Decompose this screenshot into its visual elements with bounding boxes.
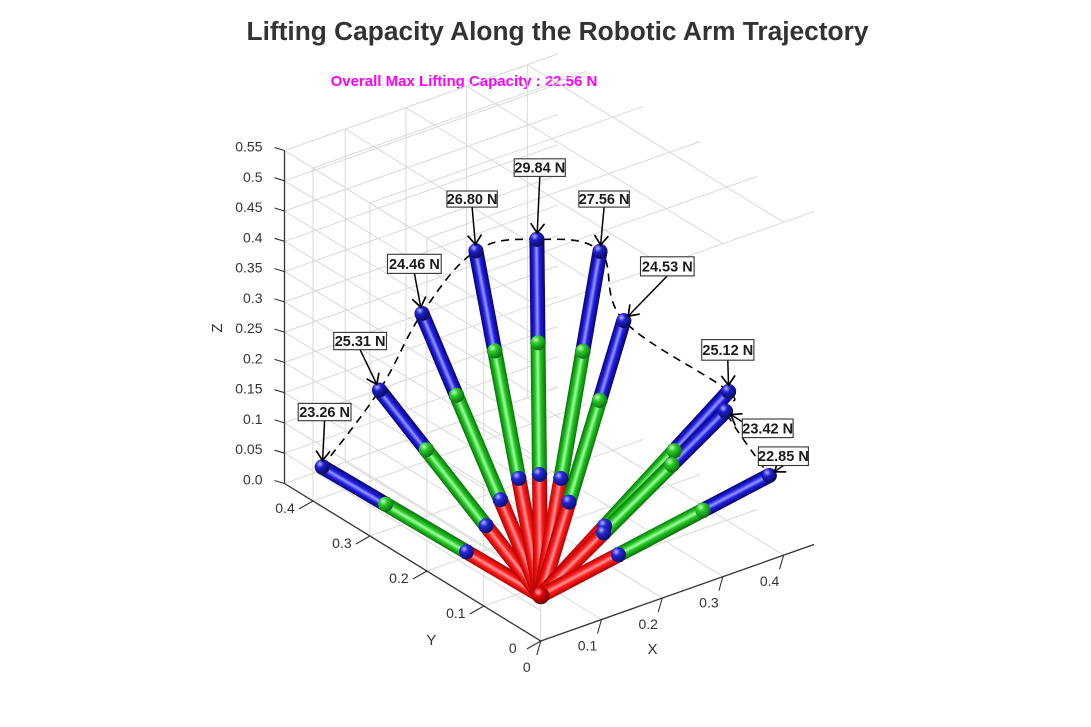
svg-text:0.15: 0.15 [235,381,262,397]
svg-text:0.1: 0.1 [243,411,263,427]
svg-text:0.4: 0.4 [275,500,295,516]
svg-text:0.2: 0.2 [389,570,409,586]
svg-text:0: 0 [523,659,531,675]
svg-text:0.0: 0.0 [243,472,263,488]
svg-text:23.26 N: 23.26 N [299,405,350,421]
svg-text:24.53 N: 24.53 N [642,259,693,275]
svg-text:29.84 N: 29.84 N [514,161,565,177]
svg-text:0.2: 0.2 [638,616,658,632]
svg-text:0.35: 0.35 [235,260,262,276]
svg-text:Z: Z [209,323,226,332]
svg-text:23.42 N: 23.42 N [742,421,793,437]
svg-text:0: 0 [509,640,517,656]
svg-text:0.4: 0.4 [243,229,263,245]
svg-text:0.3: 0.3 [699,595,719,611]
svg-text:0.4: 0.4 [760,573,780,589]
svg-text:0.25: 0.25 [235,320,262,336]
svg-text:X: X [647,641,657,658]
svg-text:25.31 N: 25.31 N [335,334,386,350]
svg-text:0.1: 0.1 [578,638,598,654]
svg-text:22.85 N: 22.85 N [758,449,809,465]
svg-text:24.46 N: 24.46 N [389,257,440,273]
svg-text:0.2: 0.2 [243,350,263,366]
svg-text:0.1: 0.1 [446,605,466,621]
svg-text:26.80 N: 26.80 N [447,192,498,208]
svg-text:0.3: 0.3 [332,535,352,551]
svg-text:0.05: 0.05 [235,441,262,457]
svg-text:Y: Y [426,632,436,649]
svg-text:0.3: 0.3 [243,290,263,306]
svg-text:0.55: 0.55 [235,139,262,155]
svg-text:0.5: 0.5 [243,169,263,185]
svg-text:27.56 N: 27.56 N [579,192,630,208]
svg-text:0.45: 0.45 [235,199,262,215]
svg-text:25.12 N: 25.12 N [702,343,753,359]
